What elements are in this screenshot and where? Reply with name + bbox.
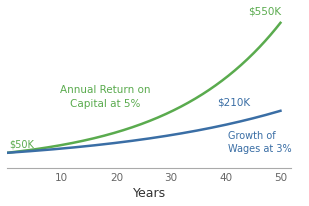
Text: $210K: $210K [218, 97, 251, 107]
Text: $550K: $550K [248, 7, 281, 17]
X-axis label: Years: Years [133, 186, 166, 199]
Text: $50K: $50K [10, 139, 35, 149]
Text: Annual Return on
Capital at 5%: Annual Return on Capital at 5% [60, 84, 151, 108]
Text: Growth of
Wages at 3%: Growth of Wages at 3% [228, 130, 292, 153]
